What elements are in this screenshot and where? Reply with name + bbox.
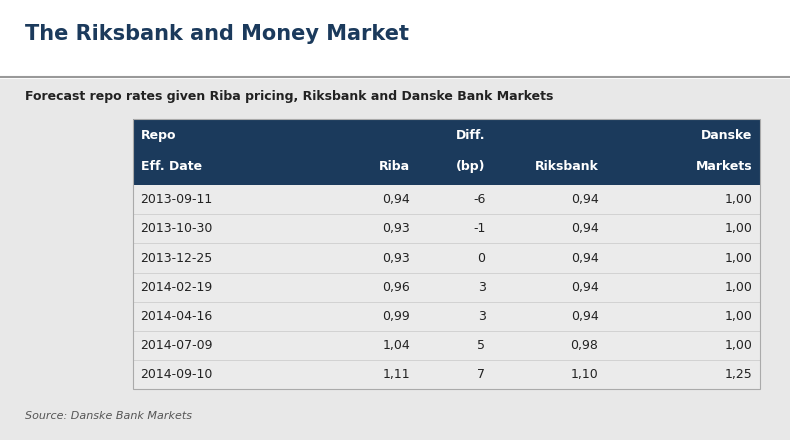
Text: Forecast repo rates given Riba pricing, Riksbank and Danske Bank Markets: Forecast repo rates given Riba pricing, …: [25, 90, 554, 103]
Text: 1,00: 1,00: [724, 310, 752, 323]
Text: 1,10: 1,10: [570, 368, 598, 381]
Text: 1,00: 1,00: [724, 252, 752, 264]
Text: (bp): (bp): [456, 160, 486, 173]
Text: Danske: Danske: [701, 129, 752, 142]
Text: 3: 3: [478, 281, 486, 294]
Text: Diff.: Diff.: [456, 129, 486, 142]
Text: 3: 3: [478, 310, 486, 323]
Text: 0,99: 0,99: [382, 310, 410, 323]
Text: 1,00: 1,00: [724, 222, 752, 235]
Text: 0,96: 0,96: [382, 281, 410, 294]
Text: Source: Danske Bank Markets: Source: Danske Bank Markets: [25, 411, 192, 421]
Text: 1,00: 1,00: [724, 193, 752, 206]
Text: 1,04: 1,04: [382, 339, 410, 352]
Text: 2014-09-10: 2014-09-10: [141, 368, 213, 381]
Text: 2014-02-19: 2014-02-19: [141, 281, 213, 294]
Text: 2013-09-11: 2013-09-11: [141, 193, 213, 206]
Text: 5: 5: [477, 339, 486, 352]
Text: 0,93: 0,93: [382, 252, 410, 264]
Text: 1,00: 1,00: [724, 339, 752, 352]
Text: 0,94: 0,94: [570, 252, 598, 264]
Text: 1,25: 1,25: [724, 368, 752, 381]
Text: -1: -1: [473, 222, 486, 235]
Text: Riba: Riba: [379, 160, 410, 173]
Text: 0,94: 0,94: [382, 193, 410, 206]
Text: Eff. Date: Eff. Date: [141, 160, 201, 173]
Text: 7: 7: [477, 368, 486, 381]
Text: 1,00: 1,00: [724, 281, 752, 294]
Text: 0,94: 0,94: [570, 222, 598, 235]
Text: 2014-07-09: 2014-07-09: [141, 339, 213, 352]
Text: Repo: Repo: [141, 129, 176, 142]
Text: 0,94: 0,94: [570, 281, 598, 294]
Text: The Riksbank and Money Market: The Riksbank and Money Market: [25, 24, 409, 44]
Text: Markets: Markets: [695, 160, 752, 173]
Text: 0,98: 0,98: [570, 339, 598, 352]
Text: -6: -6: [473, 193, 486, 206]
Text: 2014-04-16: 2014-04-16: [141, 310, 213, 323]
Text: 1,11: 1,11: [382, 368, 410, 381]
Text: 2013-10-30: 2013-10-30: [141, 222, 213, 235]
Text: 0: 0: [477, 252, 486, 264]
Text: 2013-12-25: 2013-12-25: [141, 252, 213, 264]
Text: 0,93: 0,93: [382, 222, 410, 235]
Text: 0,94: 0,94: [570, 193, 598, 206]
Text: Riksbank: Riksbank: [535, 160, 598, 173]
Text: 0,94: 0,94: [570, 310, 598, 323]
